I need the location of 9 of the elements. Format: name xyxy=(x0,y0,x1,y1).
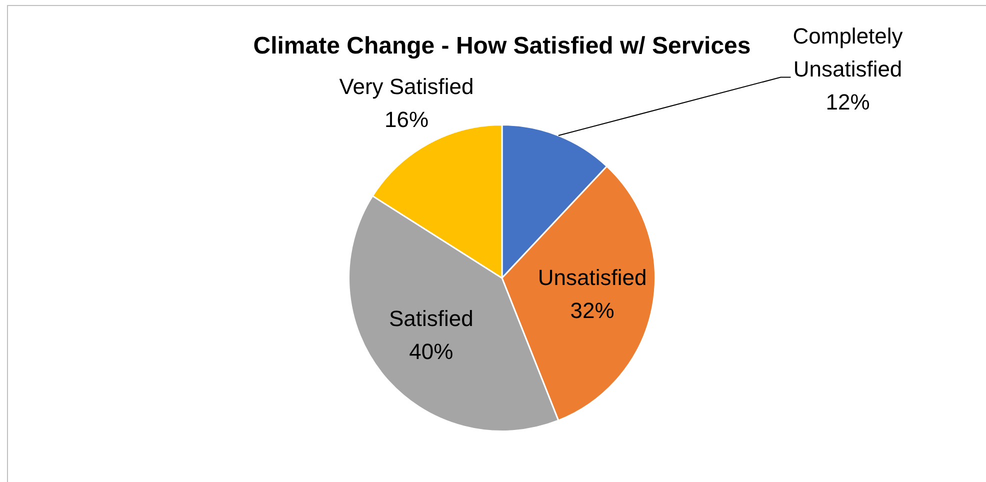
slice-label: Very Satisfied xyxy=(339,74,474,99)
data-label: 40% xyxy=(409,339,454,364)
data-label: 32% xyxy=(570,298,614,323)
slice-label: Completely Unsatisfied xyxy=(792,24,903,82)
chart-title: Climate Change - How Satisfied w/ Services xyxy=(253,32,751,60)
data-label: 16% xyxy=(384,106,429,132)
slice-label: Satisfied xyxy=(388,306,474,332)
slice-label: Unsatisfied xyxy=(538,264,647,290)
data-label: 12% xyxy=(826,90,870,115)
